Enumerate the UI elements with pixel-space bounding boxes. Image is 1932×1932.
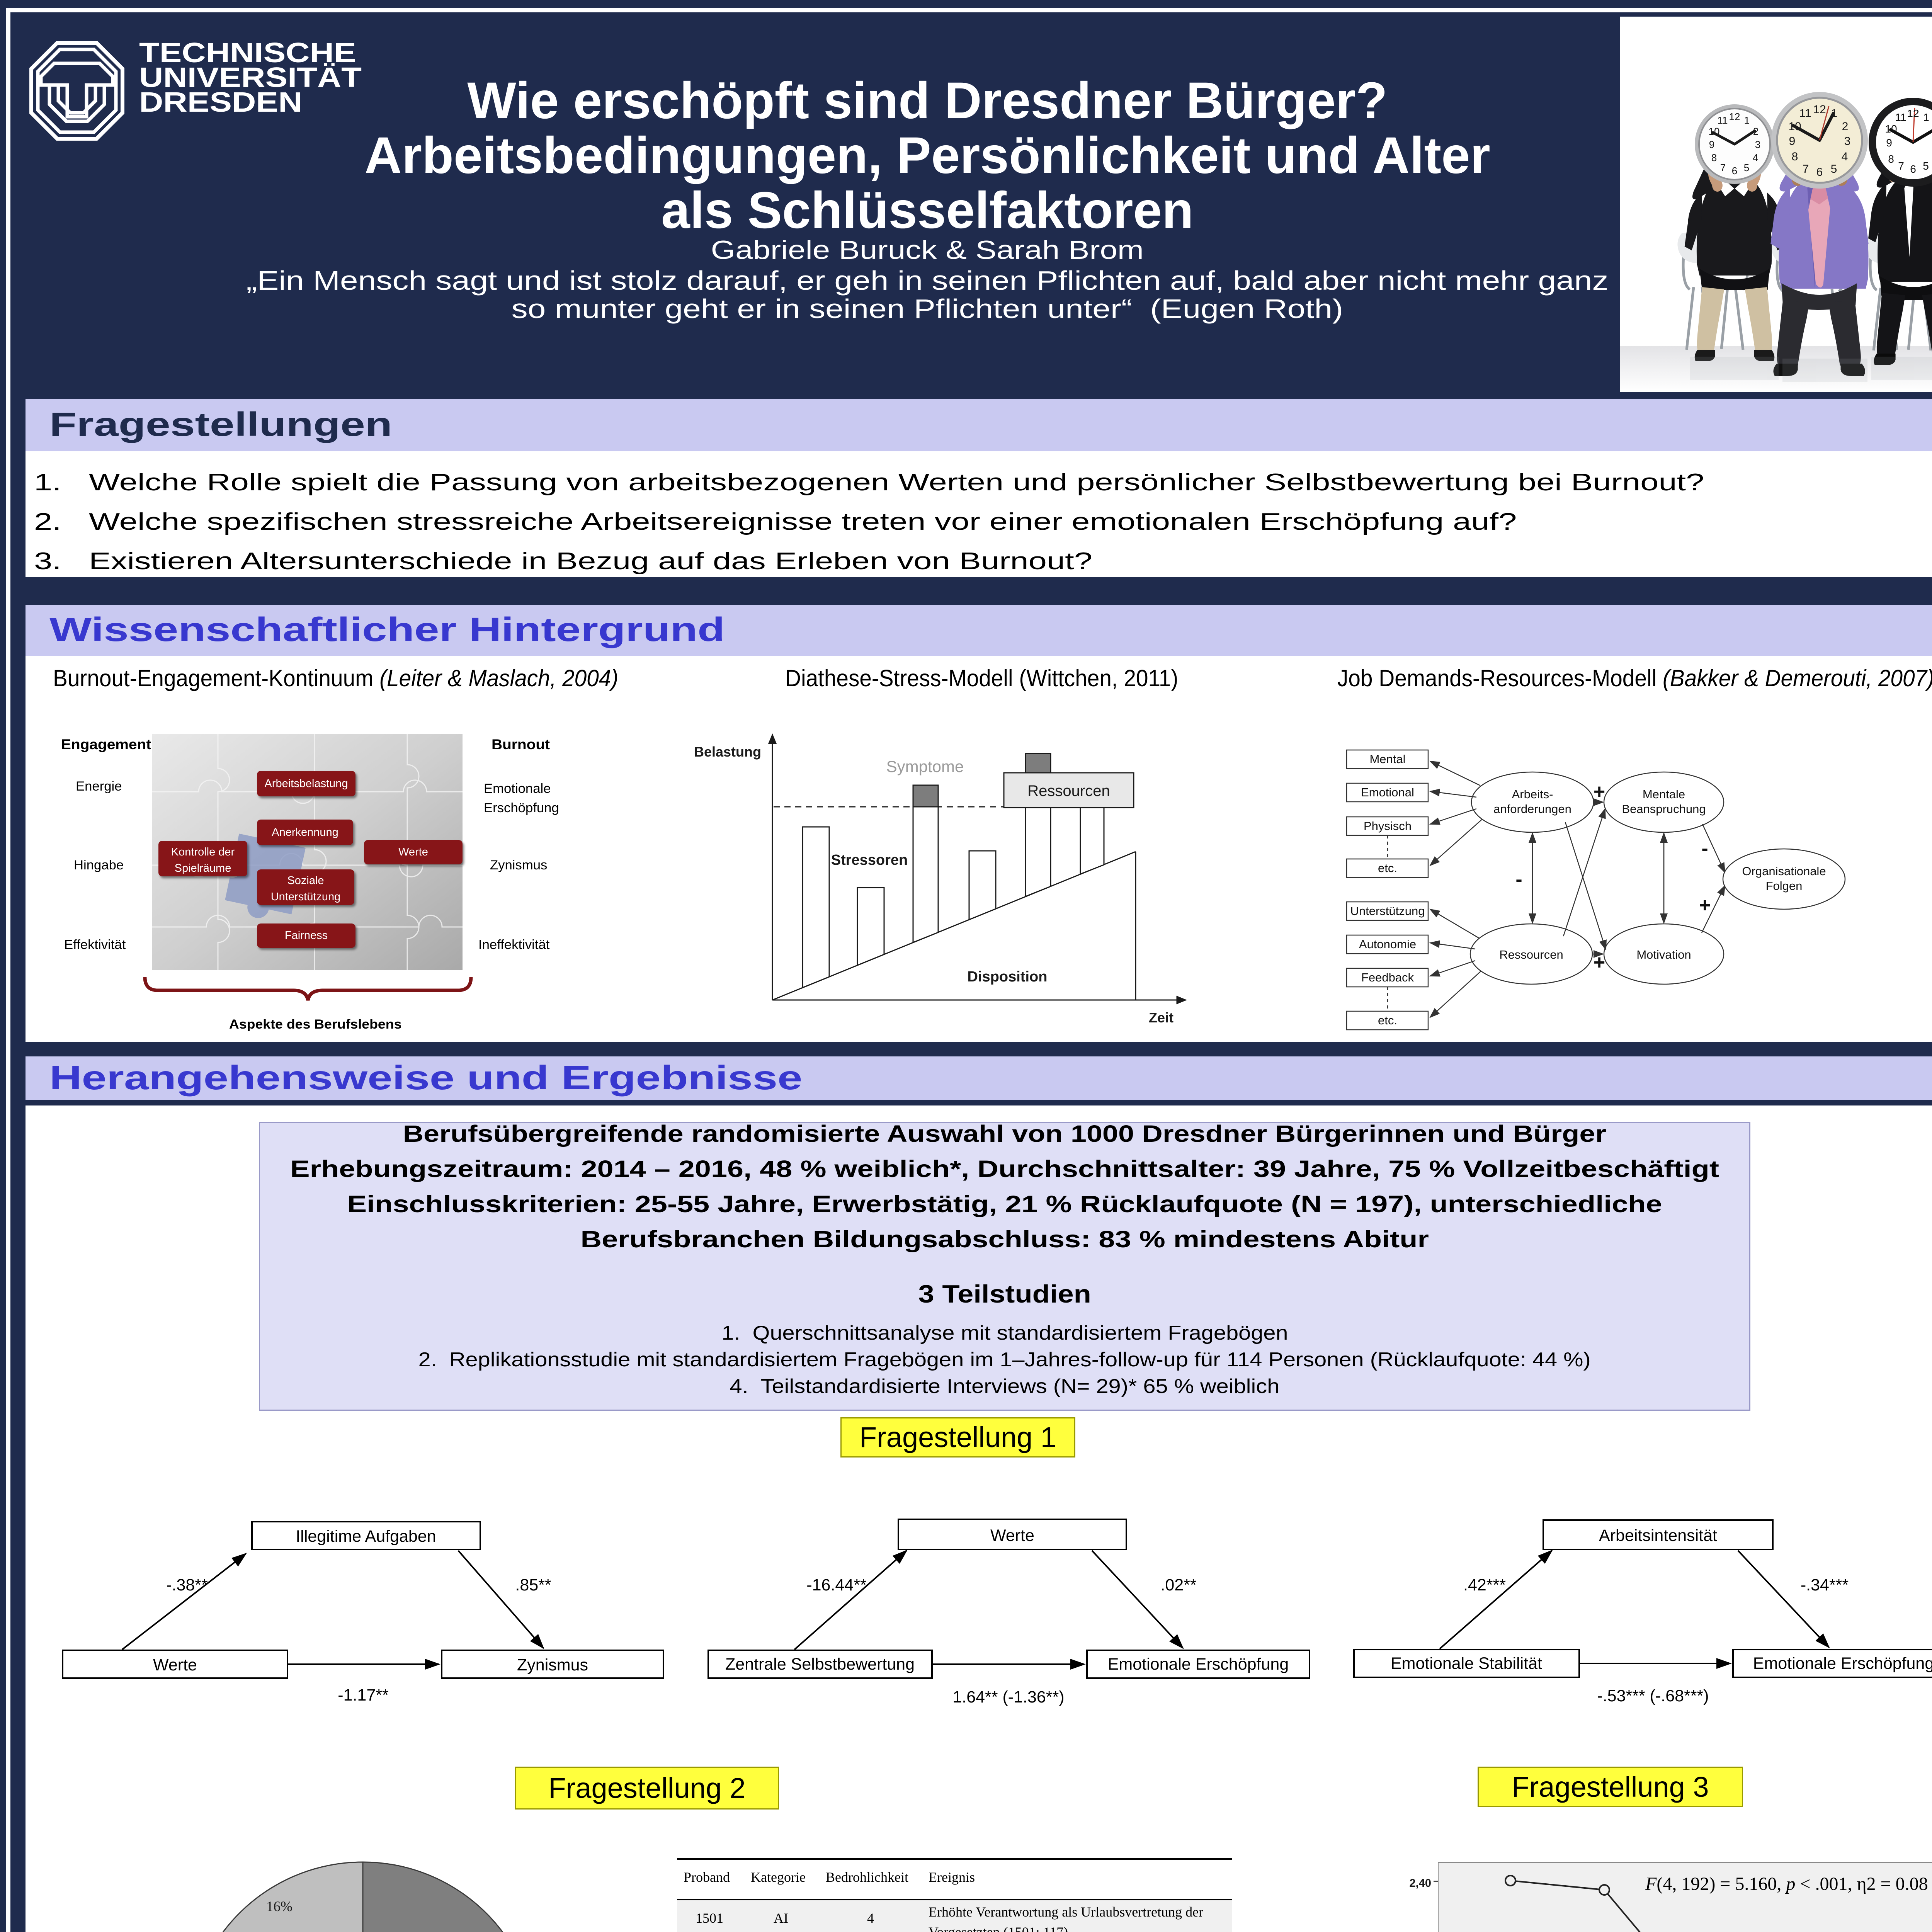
svg-text:11: 11 (1799, 107, 1811, 120)
svg-text:10: 10 (1885, 123, 1897, 135)
svg-text:6: 6 (1910, 163, 1916, 175)
svg-text:+: + (1699, 894, 1711, 917)
svg-text:Mentale: Mentale (1643, 787, 1685, 801)
svg-text:1: 1 (1923, 111, 1929, 123)
svg-text:Emotionale Erschöpfung: Emotionale Erschöpfung (1108, 1655, 1289, 1673)
svg-text:.02**: .02** (1160, 1576, 1197, 1594)
svg-text:+: + (1594, 951, 1605, 974)
svg-text:5: 5 (1923, 160, 1929, 172)
svg-text:9: 9 (1886, 137, 1892, 149)
svg-text:Feedback: Feedback (1361, 971, 1414, 984)
svg-text:Motivation: Motivation (1636, 948, 1691, 961)
svg-text:Zentrale Selbstbewertung: Zentrale Selbstbewertung (725, 1655, 915, 1673)
svg-text:16%: 16% (266, 1899, 293, 1915)
svg-text:8: 8 (1711, 152, 1717, 163)
svg-text:11: 11 (1895, 111, 1906, 123)
svg-text:Illegitime Aufgaben: Illegitime Aufgaben (296, 1527, 436, 1546)
svg-text:2,40: 2,40 (1410, 1877, 1431, 1889)
svg-text:Disposition: Disposition (968, 969, 1048, 985)
svg-text:+: + (1594, 781, 1605, 803)
svg-text:.85**: .85** (515, 1576, 551, 1594)
svg-text:1: 1 (1831, 107, 1838, 120)
svg-text:anforderungen: anforderungen (1493, 802, 1571, 816)
svg-text:-.38**: -.38** (166, 1576, 208, 1594)
svg-text:4: 4 (1753, 152, 1758, 163)
svg-text:3: 3 (1844, 135, 1851, 148)
svg-text:2: 2 (1753, 126, 1759, 137)
svg-text:1: 1 (1744, 114, 1750, 126)
svg-text:-: - (1701, 837, 1708, 860)
svg-text:Ressourcen: Ressourcen (1027, 782, 1110, 799)
svg-text:-: - (1515, 868, 1522, 891)
svg-text:Werte: Werte (153, 1656, 197, 1674)
svg-text:Folgen: Folgen (1766, 879, 1803, 893)
svg-text:5: 5 (1744, 162, 1749, 173)
svg-text:Organisationale: Organisationale (1742, 864, 1826, 878)
svg-text:4: 4 (1842, 150, 1848, 163)
svg-text:12: 12 (1813, 103, 1826, 116)
svg-text:Mental: Mental (1369, 752, 1405, 766)
svg-text:Arbeitsintensität: Arbeitsintensität (1599, 1526, 1717, 1545)
svg-text:-.34***: -.34*** (1801, 1576, 1849, 1594)
svg-text:Werte: Werte (990, 1526, 1034, 1545)
svg-text:-1.17**: -1.17** (338, 1686, 389, 1704)
svg-text:Ressourcen: Ressourcen (1499, 948, 1563, 961)
svg-text:10: 10 (1709, 126, 1720, 137)
svg-text:Zynismus: Zynismus (517, 1656, 588, 1674)
svg-text:Autonomie: Autonomie (1359, 937, 1416, 951)
svg-text:12: 12 (1729, 111, 1740, 122)
svg-text:.42***: .42*** (1463, 1576, 1506, 1594)
svg-text:6: 6 (1732, 165, 1737, 177)
svg-text:10: 10 (1788, 120, 1801, 133)
svg-text:5: 5 (1831, 163, 1837, 175)
svg-text:7: 7 (1803, 163, 1809, 175)
svg-text:Symptome: Symptome (886, 757, 964, 776)
svg-text:12: 12 (1907, 107, 1919, 119)
svg-text:Physisch: Physisch (1364, 819, 1412, 833)
svg-text:Zeit: Zeit (1149, 1010, 1173, 1026)
svg-text:7: 7 (1720, 162, 1726, 173)
svg-text:Beanspruchung: Beanspruchung (1622, 802, 1706, 816)
svg-text:1.64** (-1.36**): 1.64** (-1.36**) (952, 1688, 1064, 1706)
svg-text:9: 9 (1789, 135, 1796, 148)
svg-text:etc.: etc. (1378, 1014, 1397, 1027)
svg-text:11: 11 (1718, 114, 1728, 126)
svg-text:7: 7 (1898, 160, 1904, 172)
svg-text:Belastung: Belastung (694, 744, 761, 760)
svg-text:6: 6 (1816, 166, 1823, 179)
svg-text:Arbeits-: Arbeits- (1512, 787, 1553, 801)
svg-text:3: 3 (1755, 139, 1760, 150)
svg-text:Stressoren: Stressoren (831, 852, 908, 868)
svg-text:Unterstützung: Unterstützung (1350, 904, 1425, 918)
svg-text:Emotional: Emotional (1361, 786, 1414, 799)
svg-text:-.53*** (-.68***): -.53*** (-.68***) (1597, 1687, 1709, 1705)
svg-text:2: 2 (1842, 120, 1849, 133)
svg-text:-16.44**: -16.44** (806, 1576, 867, 1594)
svg-text:9: 9 (1709, 139, 1714, 150)
svg-text:8: 8 (1792, 150, 1798, 163)
svg-text:Emotionale Stabilität: Emotionale Stabilität (1391, 1654, 1542, 1673)
svg-text:8: 8 (1888, 153, 1894, 165)
svg-text:F(4, 192) = 5.160, p < .001, η: F(4, 192) = 5.160, p < .001, η2 = 0.08 (1645, 1874, 1928, 1894)
svg-text:etc.: etc. (1378, 861, 1397, 875)
svg-text:Emotionale Erschöpfung: Emotionale Erschöpfung (1753, 1654, 1932, 1673)
